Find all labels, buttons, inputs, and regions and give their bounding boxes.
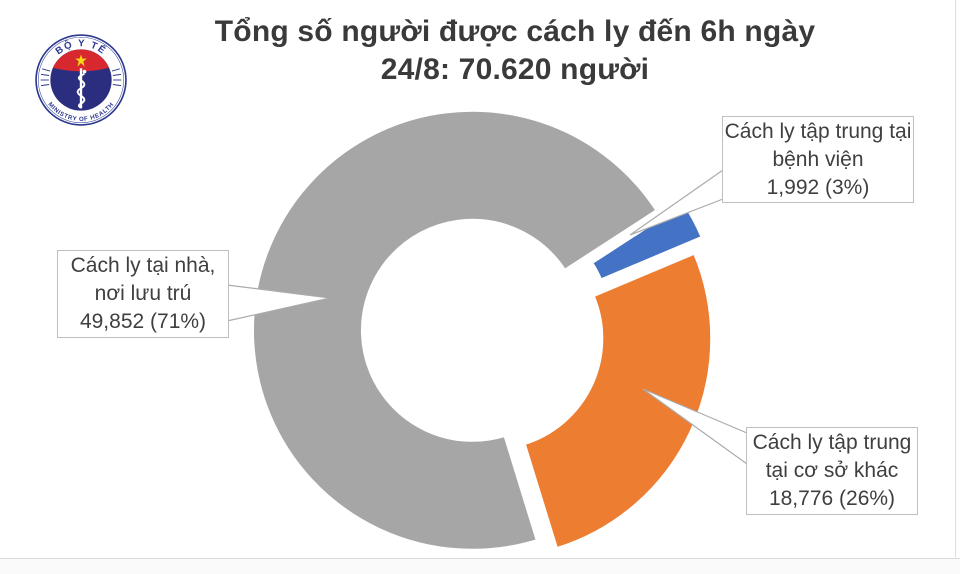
callout-other-value: 18,776 (26%): [768, 487, 896, 510]
slice-hospital: [589, 200, 705, 282]
callout-pointers: [226, 169, 748, 465]
logo-star-icon: [75, 54, 87, 67]
slice-other-facility: [522, 251, 714, 551]
plot-area-bottom-border: [0, 558, 960, 559]
callout-hospital-line2: bệnh viện: [772, 147, 864, 171]
callout-other-line1: Cách ly tập trung: [752, 431, 912, 454]
bottom-strip: [0, 559, 960, 574]
callout-hospital-quarantine: Cách ly tập trung tại bệnh viện 1,992 (3…: [722, 116, 914, 203]
chart-title-line1: Tổng số người được cách ly đến 6h ngày: [214, 15, 816, 48]
callout-home-line1: Cách ly tại nhà,: [70, 254, 216, 277]
callout-hospital-value: 1,992 (3%): [766, 175, 870, 199]
logo-asclepius-staff-icon: [76, 68, 87, 109]
pointer-other: [642, 388, 748, 465]
plot-area-right-border: [955, 0, 956, 558]
callout-home-line2: nơi lưu trú: [94, 282, 192, 305]
chart-title: Tổng số người được cách ly đến 6h ngày 2…: [80, 13, 950, 89]
logo-inner-ring: [38, 37, 124, 123]
pointer-hospital: [629, 169, 724, 236]
callout-home-value: 49,852 (71%): [79, 310, 207, 333]
logo-side-ticks: [40, 68, 122, 87]
slice-home: [250, 108, 660, 552]
doughnut-slices: [250, 108, 714, 552]
callout-other-facility-quarantine: Cách ly tập trung tại cơ sở khác 18,776 …: [746, 427, 918, 515]
callout-home-quarantine: Cách ly tại nhà, nơi lưu trú 49,852 (71%…: [57, 250, 229, 338]
ministry-of-health-logo: BỘ Y TẾ MINISTRY OF HEALTH: [35, 34, 127, 126]
callout-other-line2: tại cơ sở khác: [765, 459, 899, 482]
chart-title-line2: 24/8: 70.620 người: [380, 53, 650, 86]
callout-hospital-line1: Cách ly tập trung tại: [724, 119, 912, 143]
pointer-home: [226, 284, 331, 322]
